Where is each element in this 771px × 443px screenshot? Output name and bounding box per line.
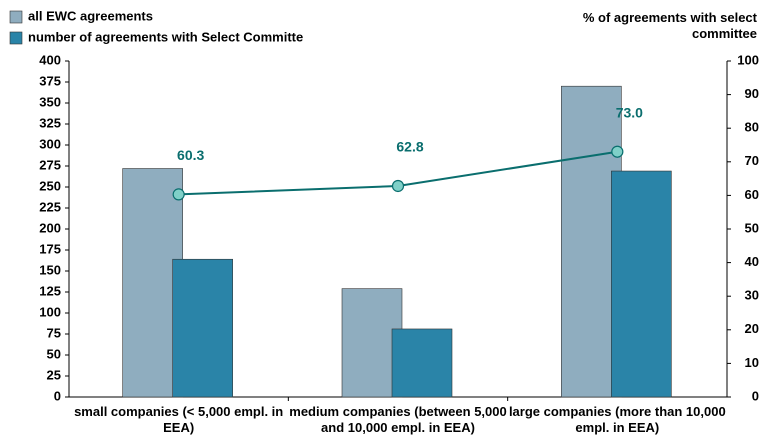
y-tick-label: 75 — [47, 325, 61, 340]
line-marker — [172, 188, 185, 201]
y2-tick-label: 30 — [745, 288, 759, 303]
y2-tick-label: 70 — [745, 153, 759, 168]
y-tick-label: 125 — [39, 283, 61, 298]
bar — [611, 170, 672, 398]
line-marker — [611, 145, 624, 158]
y-tick-label: 150 — [39, 262, 61, 277]
y-tick-label: 25 — [47, 367, 61, 382]
y-tick-label: 200 — [39, 220, 61, 235]
y-tick-label: 275 — [39, 157, 61, 172]
data-label: 62.8 — [396, 139, 423, 155]
x-tick-label: small companies (< 5,000 empl. in EEA) — [74, 404, 284, 435]
y-tick-label: 250 — [39, 178, 61, 193]
legend-label: number of agreements with Select Committ… — [28, 29, 303, 44]
y2-tick-label: 100 — [737, 52, 759, 67]
y2-tick-label: 90 — [745, 86, 759, 101]
line-marker — [391, 179, 405, 193]
data-label: 73.0 — [616, 104, 643, 120]
x-tick-label: medium companies (between 5,000 and 10,0… — [289, 404, 507, 435]
x-tick-label: large companies (more than 10,000 empl. … — [508, 404, 726, 435]
y-tick-label: 400 — [39, 52, 61, 67]
y-tick-label: 325 — [39, 115, 61, 130]
y-tick-label: 350 — [39, 94, 61, 109]
y2-tick-label: 10 — [745, 355, 759, 370]
y2-tick-label: 80 — [745, 120, 759, 135]
y-tick-label: 100 — [39, 304, 61, 319]
y-tick-label: 225 — [39, 199, 61, 214]
y2-tick-label: 40 — [745, 254, 759, 269]
y2-tick-label: 60 — [745, 187, 759, 202]
bar — [172, 258, 233, 398]
y-tick-label: 300 — [39, 136, 61, 151]
y-tick-label: 175 — [39, 241, 61, 256]
legend-swatch — [9, 31, 23, 45]
y2-tick-label: 50 — [745, 220, 759, 235]
y-tick-label: 50 — [47, 346, 61, 361]
y2-tick-label: 20 — [745, 321, 759, 336]
legend-swatch — [9, 10, 23, 24]
bar — [391, 328, 453, 398]
data-label: 60.3 — [177, 147, 204, 163]
legend-label: all EWC agreements — [28, 8, 153, 23]
y-tick-label: 375 — [39, 73, 61, 88]
y2-tick-label: 0 — [752, 388, 759, 403]
y2-axis-title: % of agreements with select committee — [582, 10, 757, 41]
y-tick-label: 0 — [54, 388, 61, 403]
